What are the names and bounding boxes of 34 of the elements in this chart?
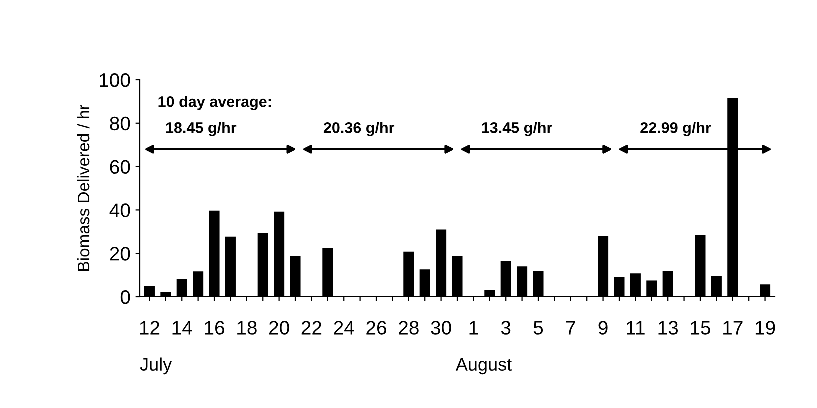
y-tick-label: 20 <box>110 247 130 261</box>
x-tick-label: 18 <box>238 321 257 335</box>
x-tick-label: 5 <box>534 321 544 335</box>
x-tick-label: 19 <box>756 321 776 335</box>
text: August <box>456 358 512 375</box>
x-tick-label: 22 <box>302 321 322 335</box>
text: July <box>140 358 172 375</box>
annotation: 13.45 g/hr <box>482 122 552 136</box>
x-tick-label: 16 <box>205 321 224 335</box>
y-tick-label: 100 <box>100 73 130 88</box>
x-tick-label: 1 <box>470 321 478 335</box>
x-tick-label: 7 <box>566 321 576 335</box>
x-tick-label: 9 <box>598 321 608 335</box>
annotation: 10 day average: <box>158 96 272 110</box>
y-tick-label: 0 <box>120 290 130 304</box>
x-tick-label: 3 <box>501 321 511 335</box>
y-axis-title: Biomass Delivered / hr <box>77 104 90 271</box>
x-tick-label: 11 <box>627 321 645 335</box>
x-tick-label: 30 <box>431 321 452 335</box>
annotation: 18.45 g/hr <box>166 122 237 136</box>
y-tick-label: 80 <box>110 116 130 131</box>
x-tick-label: 24 <box>334 321 354 335</box>
x-tick-label: 14 <box>172 321 192 335</box>
x-tick-label: 28 <box>399 321 419 335</box>
y-tick-label: 40 <box>110 204 130 218</box>
annotation: 22.99 g/hr <box>640 122 712 136</box>
x-tick-label: 20 <box>269 321 290 335</box>
x-tick-label: 12 <box>140 321 160 335</box>
annotation: 20.36 g/hr <box>324 122 395 136</box>
x-tick-label: 26 <box>366 321 386 335</box>
x-tick-label: 17 <box>724 321 743 335</box>
y-tick-label: 60 <box>110 160 130 174</box>
x-tick-label: 13 <box>658 321 678 335</box>
x-tick-label: 15 <box>691 321 710 335</box>
